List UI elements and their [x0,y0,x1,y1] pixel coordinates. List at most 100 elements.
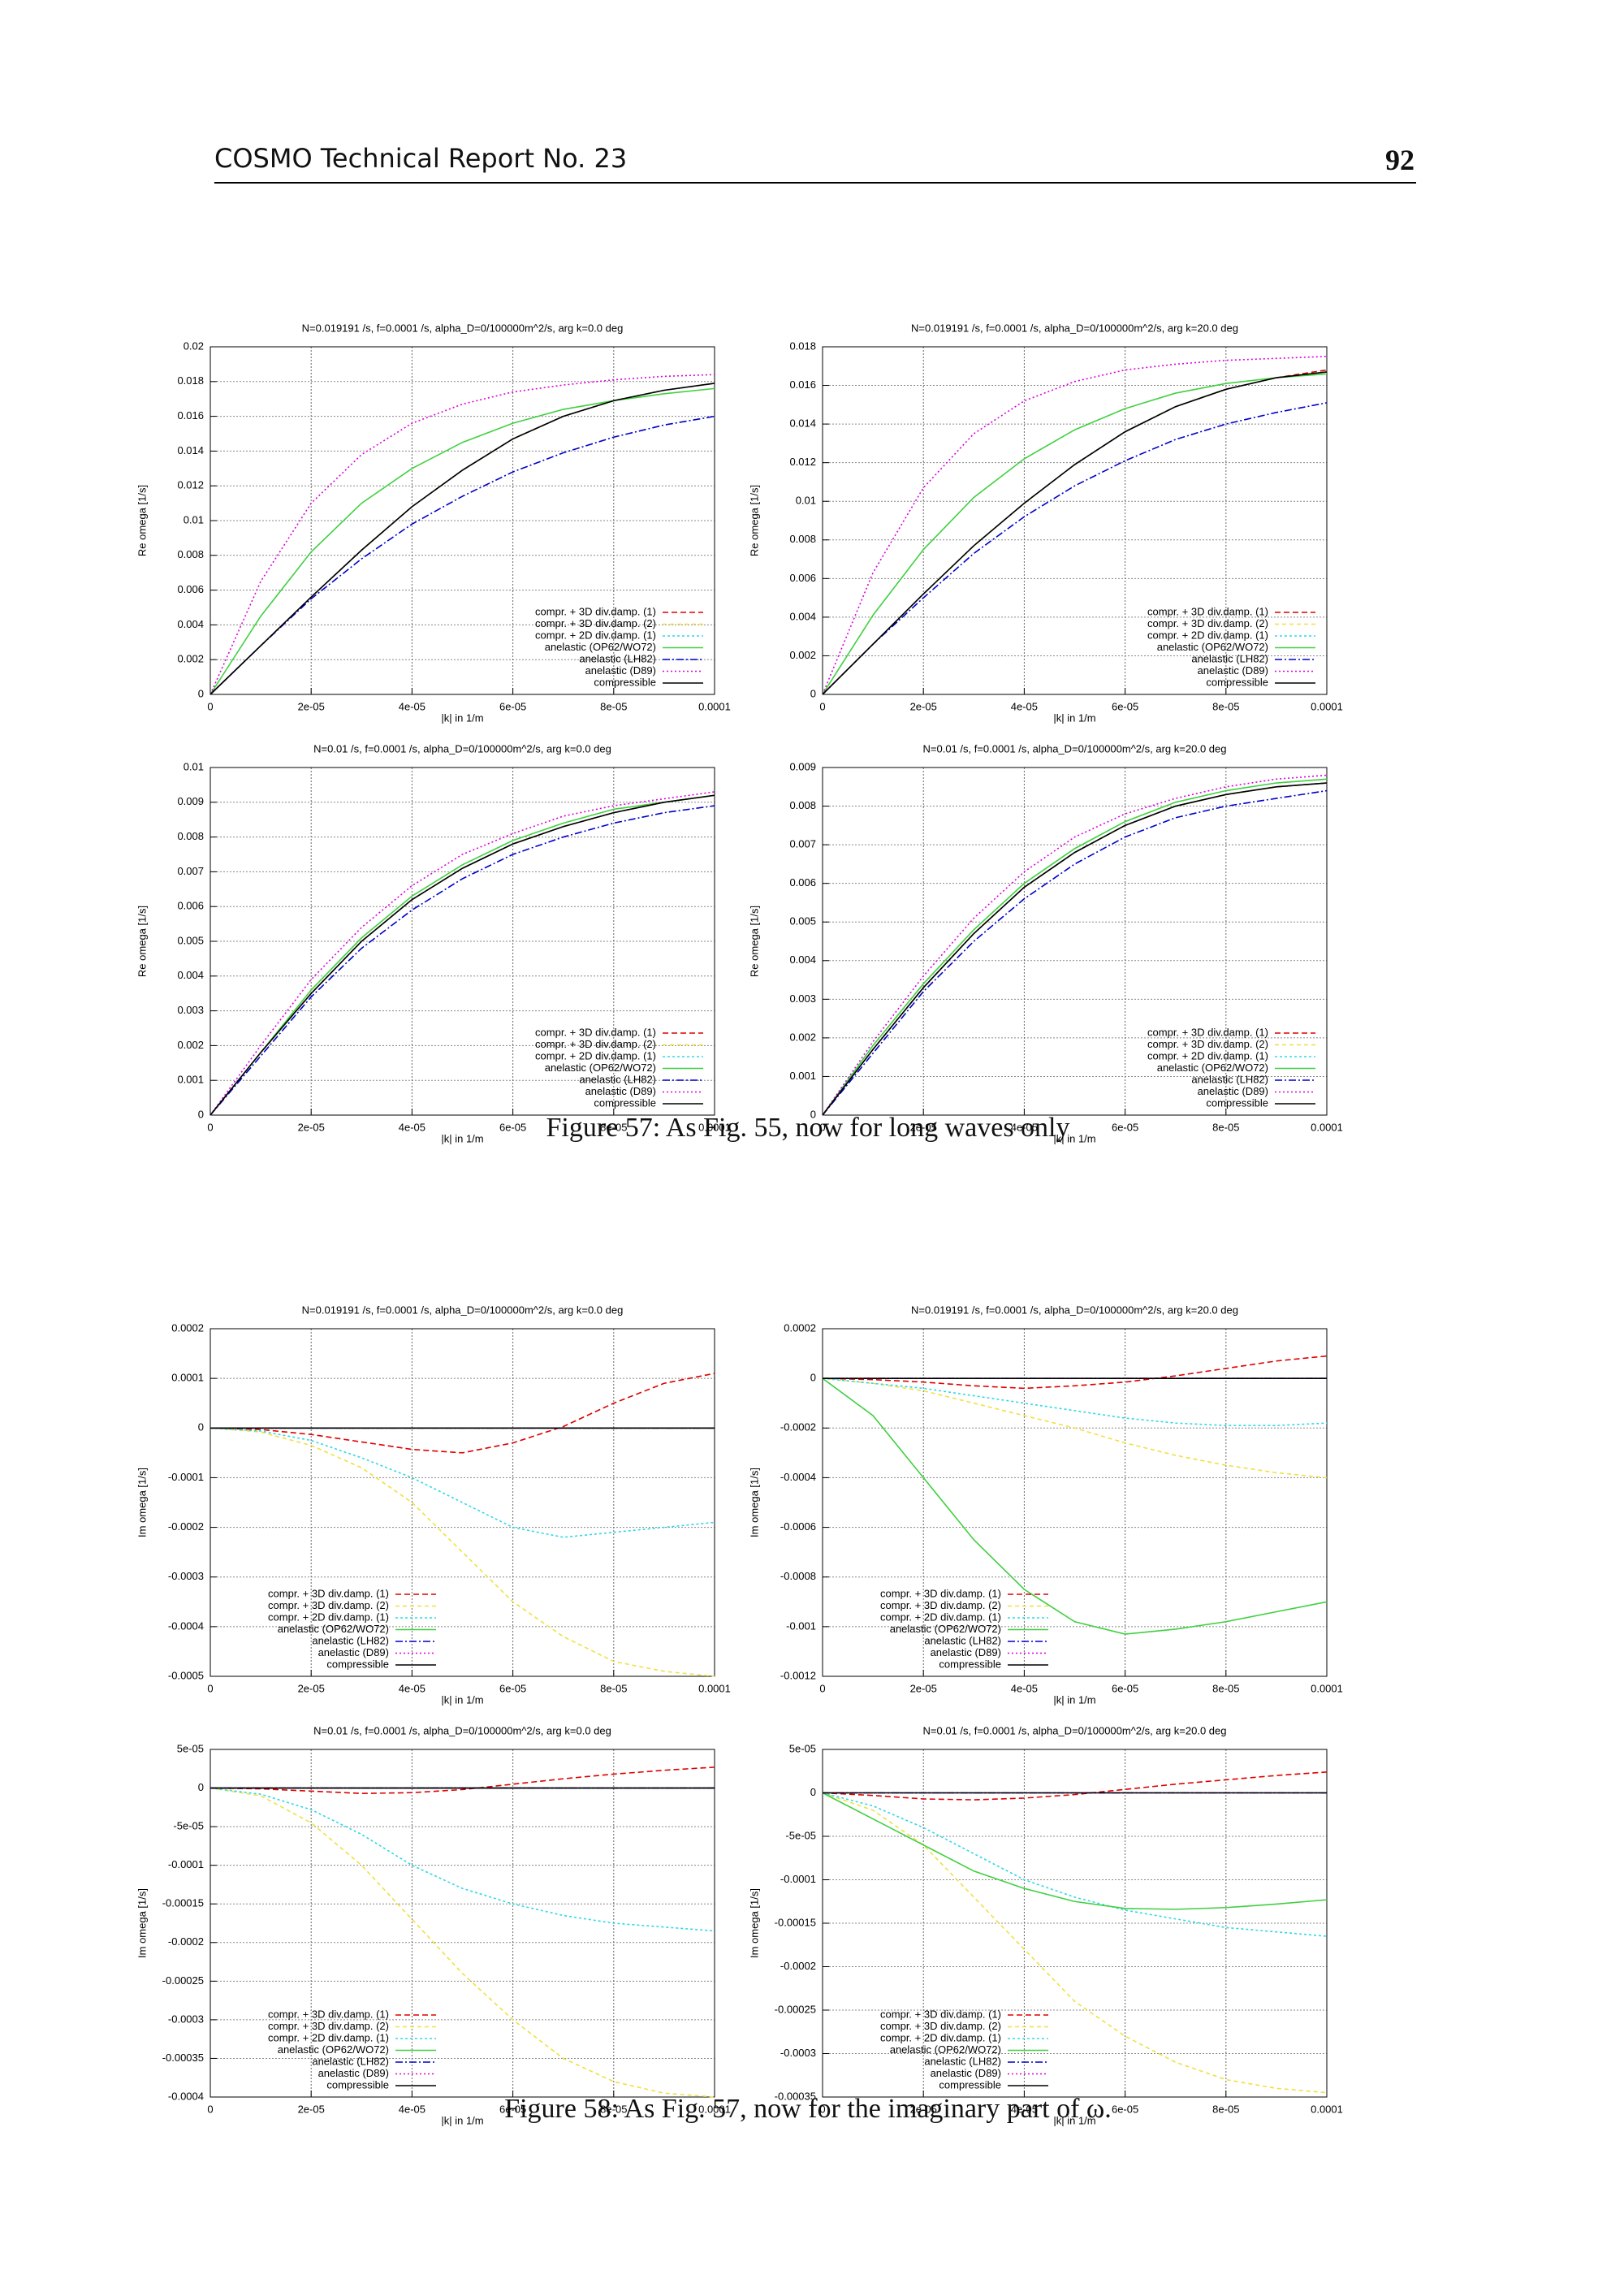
x-tick-label: 2e-05 [298,1121,325,1133]
y-tick-label: -0.00025 [162,1974,204,1987]
legend-label: compr. + 3D div.damp. (2) [1147,1038,1268,1050]
data-line [209,1787,715,2098]
legend-label: anelastic (D89) [1198,664,1268,677]
x-axis-label: |k| in 1/m [1053,711,1095,724]
x-tick-label: 4e-05 [1011,1121,1038,1133]
legend-label: anelastic (LH82) [924,1634,1001,1646]
legend-label: anelastic (D89) [318,2067,389,2079]
y-tick-label: 0.018 [177,374,204,387]
y-tick-label: -0.0005 [168,1669,204,1681]
y-tick-label: -0.0001 [168,1858,204,1870]
plot-frame [822,346,1328,695]
chart: N=0.01 /s, f=0.0001 /s, alpha_D=0/100000… [136,742,730,1144]
data-line [822,774,1328,1116]
x-tick-label: 2e-05 [298,700,325,712]
y-tick-label: -0.0003 [168,1570,204,1582]
y-tick-label: 0.005 [177,934,204,946]
data-line [822,1355,1328,1390]
x-tick-label: 6e-05 [1112,700,1138,712]
y-tick-label: -0.00035 [775,2090,816,2102]
x-tick-label: 0 [819,2103,825,2115]
x-axis-label: |k| in 1/m [441,2114,483,2126]
x-axis-label: |k| in 1/m [1053,2114,1095,2126]
legend-label: anelastic (OP62/WO72) [890,2043,1001,2056]
plot-frame [822,767,1328,1116]
legend-label: compr. + 3D div.damp. (1) [1147,605,1268,617]
x-tick-label: 0.0001 [698,1682,731,1694]
y-tick-label: 0.008 [177,830,204,842]
legend-label: anelastic (LH82) [312,2055,389,2067]
y-axis-label: Im omega [1/s] [748,1888,760,1958]
legend-label: anelastic (D89) [318,1646,389,1658]
y-tick-label: 0 [198,1108,204,1120]
y-tick-label: 0.01 [796,495,816,507]
x-tick-label: 8e-05 [1212,1121,1239,1133]
x-tick-label: 0 [207,1682,213,1694]
data-line [822,1771,1328,1801]
y-tick-label: 0.002 [789,1031,816,1043]
chart-title: N=0.019191 /s, f=0.0001 /s, alpha_D=0/10… [911,322,1238,334]
data-line [822,1377,1328,1635]
legend-label: compr. + 3D div.damp. (2) [535,617,656,629]
x-axis-label: |k| in 1/m [441,711,483,724]
legend-label: anelastic (LH82) [579,652,656,664]
data-line [822,402,1328,695]
legend-label: compr. + 3D div.damp. (2) [880,1599,1001,1611]
y-tick-label: 0.002 [177,1039,204,1051]
y-tick-label: 0.016 [789,378,816,391]
y-tick-label: 0.001 [177,1074,204,1086]
header-rule [214,182,1416,184]
data-line [209,1766,715,1795]
plot-frame [209,346,715,695]
y-tick-label: -0.00015 [162,1897,204,1909]
legend-label: compr. + 3D div.damp. (1) [880,2008,1001,2020]
y-tick-label: 0.009 [177,795,204,807]
y-tick-label: -0.0001 [780,1873,816,1885]
y-tick-label: 0.012 [789,456,816,468]
y-tick-label: 0.006 [177,900,204,912]
legend-label: compr. + 3D div.damp. (1) [268,2008,389,2020]
x-tick-label: 2e-05 [910,2103,937,2115]
legend-label: compr. + 2D div.damp. (1) [535,1049,656,1062]
plot-frame [209,767,715,1116]
legend-label: anelastic (D89) [931,1646,1001,1658]
y-axis-label: Im omega [1/s] [136,1468,148,1537]
y-tick-label: -0.0004 [168,2090,204,2102]
x-tick-label: 6e-05 [1112,1121,1138,1133]
data-line [209,805,715,1116]
y-tick-label: 0 [198,687,204,699]
x-tick-label: 2e-05 [298,1682,325,1694]
legend-label: anelastic (OP62/WO72) [545,641,656,653]
legend-label: compressible [594,1096,656,1109]
legend-label: compr. + 3D div.damp. (1) [880,1587,1001,1599]
y-tick-label: 0 [810,1108,816,1120]
legend-label: compressible [326,1658,389,1670]
y-tick-label: 0.0001 [171,1372,204,1384]
figure-caption: Figure 58: As Fig. 57, now for the imagi… [504,2094,1112,2124]
page-number: 92 [1385,144,1415,176]
y-tick-label: 0.002 [177,653,204,665]
data-line [209,1787,715,1932]
y-tick-label: -0.0012 [780,1669,816,1681]
y-tick-label: -0.0004 [168,1619,204,1632]
legend-label: compressible [939,2078,1001,2091]
x-axis-label: |k| in 1/m [441,1693,483,1706]
chart-title: N=0.019191 /s, f=0.0001 /s, alpha_D=0/10… [911,1304,1238,1316]
y-tick-label: -5e-05 [173,1820,204,1832]
x-tick-label: 8e-05 [600,1682,627,1694]
x-tick-label: 6e-05 [1112,2103,1138,2115]
legend-label: anelastic (LH82) [579,1073,656,1085]
data-line [209,383,715,695]
y-tick-label: 0.006 [789,572,816,584]
y-tick-label: -0.0002 [780,1960,816,1972]
data-line [822,1792,1328,1910]
legend-label: compressible [939,1658,1001,1670]
x-tick-label: 0 [207,2103,213,2115]
y-tick-label: -0.00015 [775,1916,816,1928]
x-tick-label: 0.0001 [1311,2103,1343,2115]
data-line [822,1377,1328,1427]
chart-title: N=0.01 /s, f=0.0001 /s, alpha_D=0/100000… [313,1724,611,1736]
legend-label: compressible [326,2078,389,2091]
legend-label: compr. + 2D div.damp. (1) [880,2031,1001,2043]
y-tick-label: -0.001 [786,1619,816,1632]
